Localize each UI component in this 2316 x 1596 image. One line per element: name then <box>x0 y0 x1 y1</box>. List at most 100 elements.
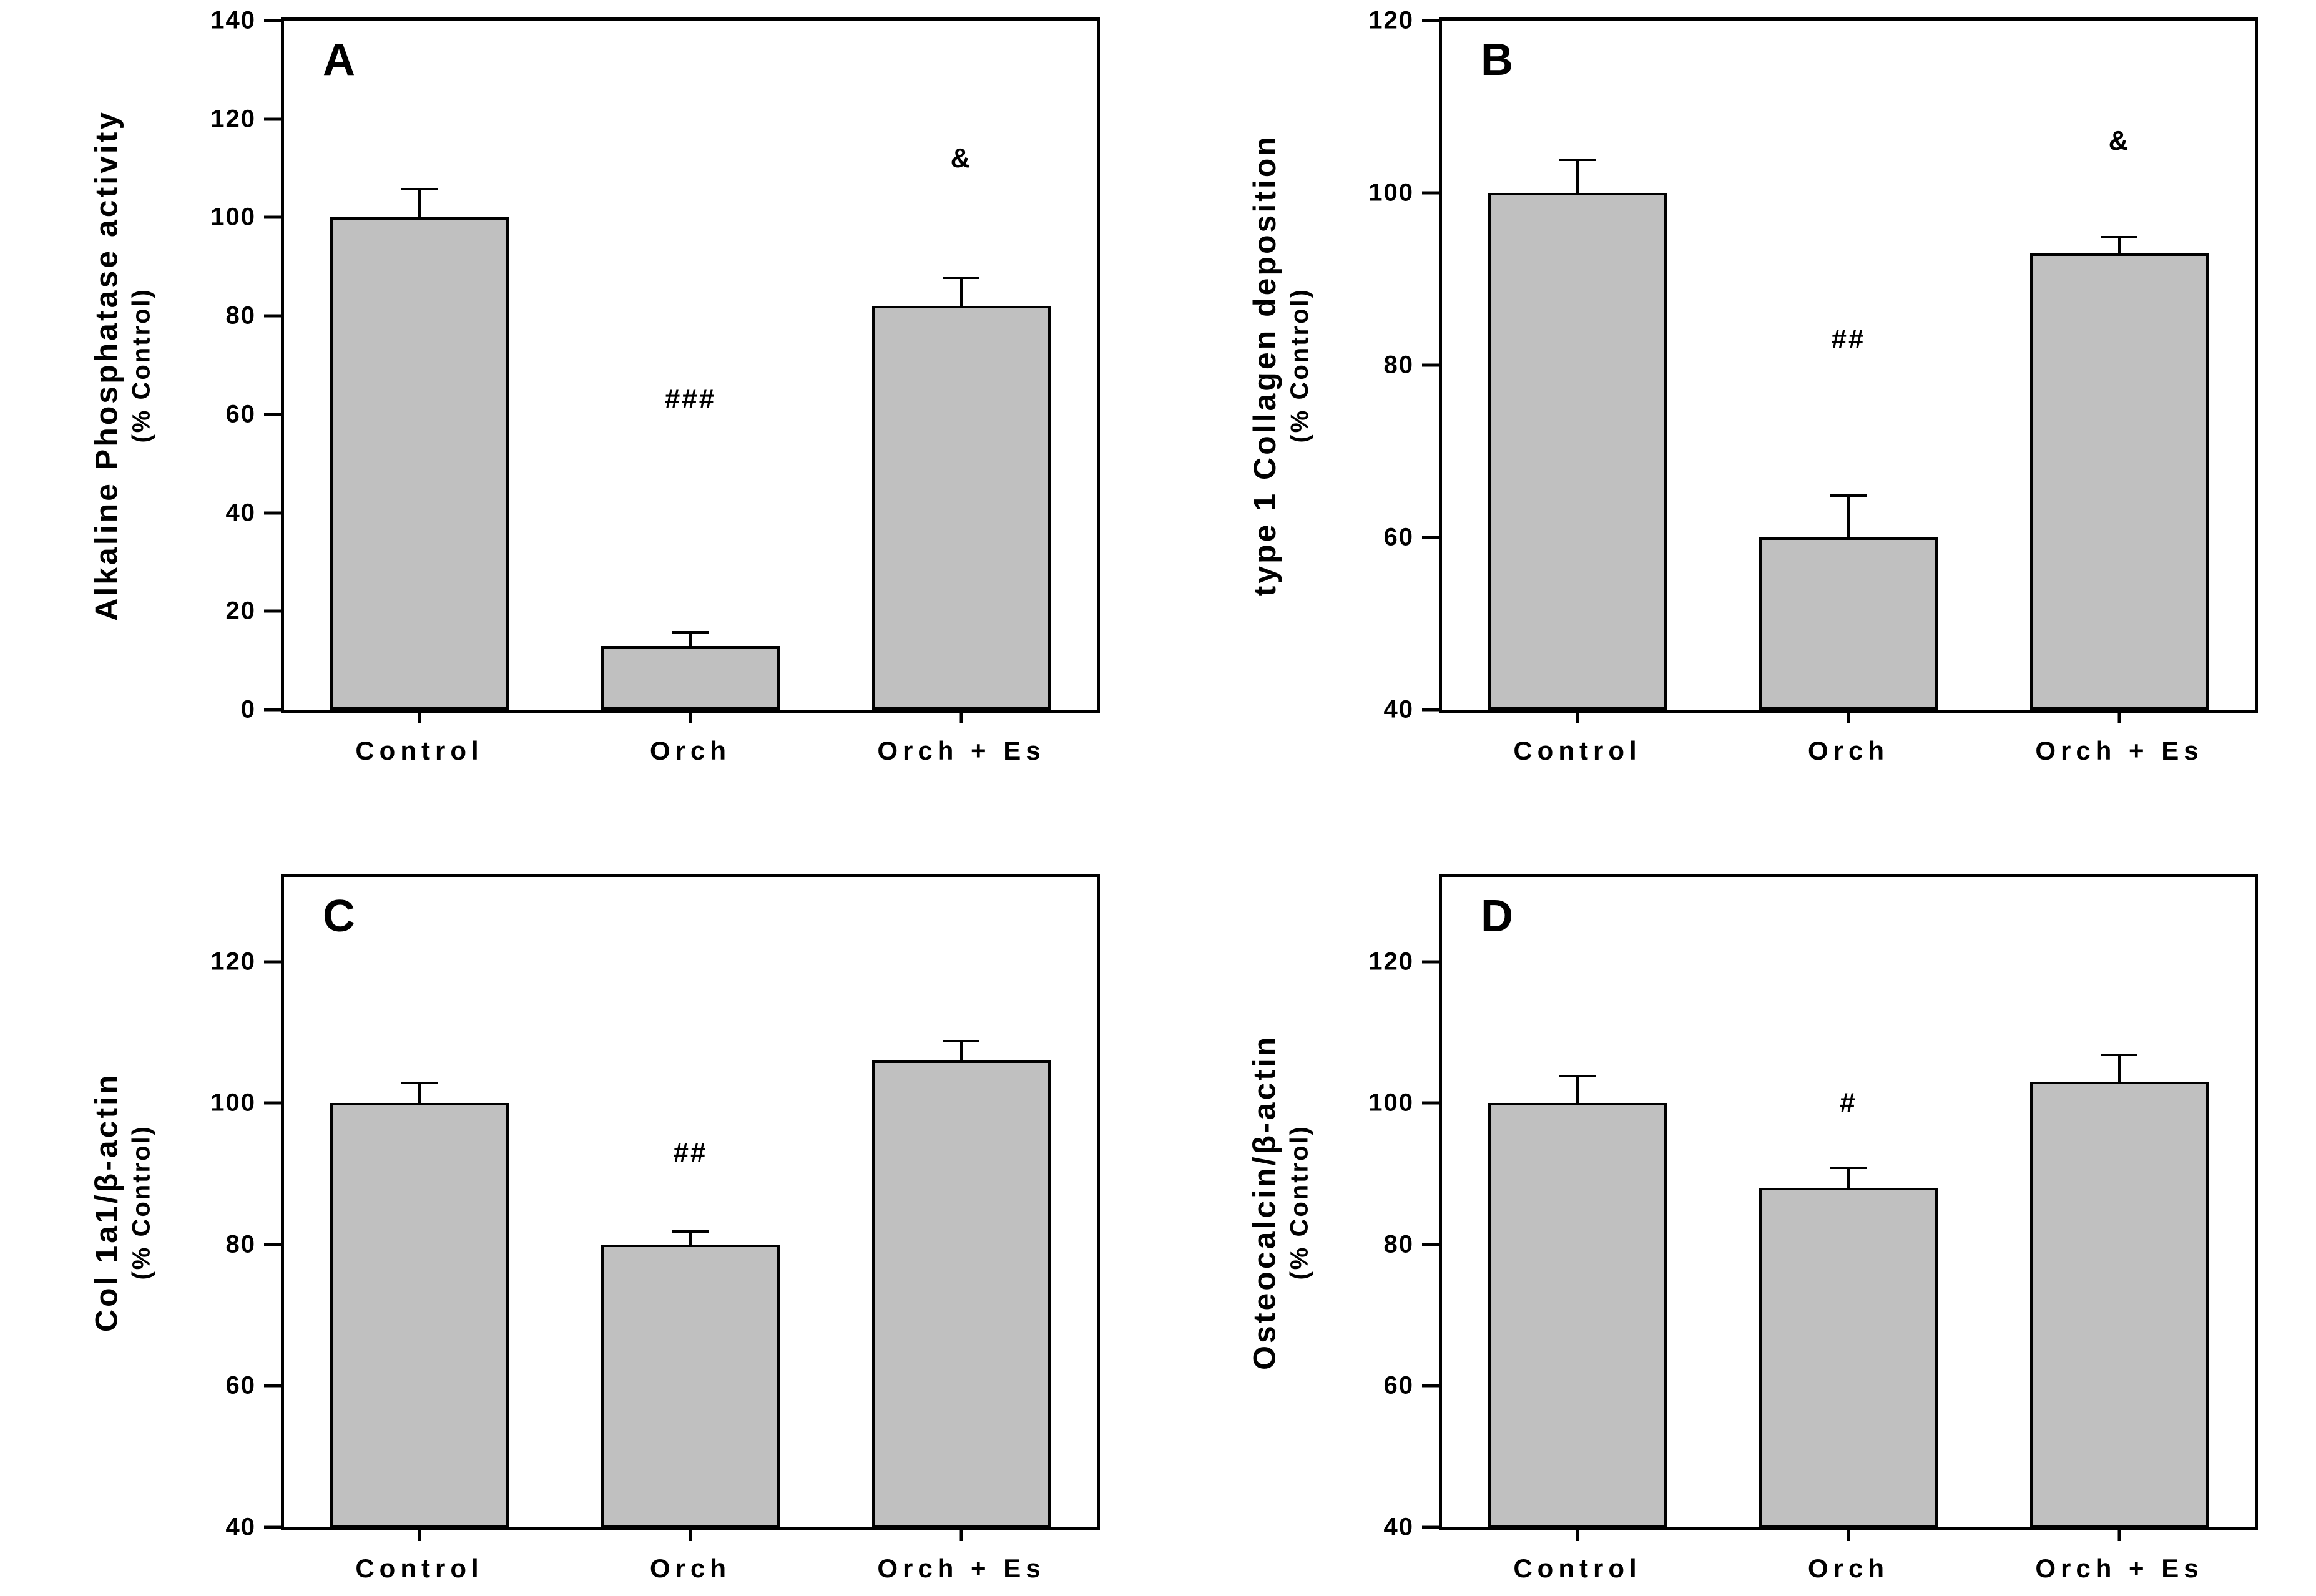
y-tick-label: 100 <box>1368 1089 1414 1117</box>
y-tick-label: 120 <box>1368 6 1414 34</box>
y-tick-label: 60 <box>225 400 256 428</box>
y-tick-label: 60 <box>1383 523 1414 551</box>
error-bar-orch-es <box>2101 1054 2137 1082</box>
x-tick <box>1847 710 1850 723</box>
significance-annotation: ## <box>1831 323 1866 355</box>
y-tick-label: 40 <box>225 1513 256 1541</box>
y-tick-label: 40 <box>1383 695 1414 723</box>
y-axis-title-text: type 1 Collagen deposition <box>1247 134 1282 597</box>
error-bar-stem <box>1847 494 1850 537</box>
panel-c: Col 1a1/β-actin (% Control) C 40 60 80 100 1… <box>0 798 1158 1596</box>
error-bar-cap <box>2101 236 2137 239</box>
y-tick-label: 40 <box>1383 1513 1414 1541</box>
error-bar-stem <box>1847 1167 1850 1188</box>
x-tick <box>1576 710 1579 723</box>
error-bar-cap <box>672 630 709 634</box>
y-tick-label: 80 <box>225 1230 256 1258</box>
error-bar-cap <box>401 188 438 191</box>
y-tick <box>264 215 281 219</box>
x-category-label-control: Control <box>1513 736 1642 765</box>
panel-letter-d: D <box>1481 891 1514 941</box>
y-tick-label: 40 <box>225 499 256 527</box>
error-bar-orch-es <box>943 1039 979 1061</box>
error-bar-stem <box>418 188 421 218</box>
x-tick <box>959 1527 963 1541</box>
error-bar-stem <box>2117 1054 2121 1082</box>
y-axis-title-text: Osteocalcin/β-actin <box>1247 1034 1282 1370</box>
error-bar-cap <box>1559 158 1596 161</box>
plot-area-b: B 40 60 80 100 120 Control Orch Orch + Es ## & <box>1368 7 2258 765</box>
y-tick <box>264 708 281 712</box>
significance-annotation: & <box>2108 125 2131 157</box>
y-axis-title-text: Alkaline Phosphatase activity <box>89 109 124 621</box>
bar-control <box>330 217 509 710</box>
error-bar-cap <box>943 1039 979 1042</box>
error-bar-stem <box>1576 1075 1579 1104</box>
panel-letter-b: B <box>1481 35 1514 85</box>
error-bar-stem <box>689 1230 692 1245</box>
y-tick-label: 100 <box>1368 179 1414 207</box>
y-axis-subtitle-text: (% Control) <box>127 287 155 443</box>
panel-letter-c: C <box>323 891 356 941</box>
y-tick-label: 100 <box>210 203 256 231</box>
y-tick <box>264 1384 281 1388</box>
y-axis-subtitle-text: (% Control) <box>127 1124 155 1280</box>
y-tick-label: 20 <box>225 597 256 625</box>
x-category-label-orch: Orch <box>1807 1554 1890 1583</box>
y-tick-label: 120 <box>210 947 256 976</box>
y-tick <box>1422 1243 1439 1246</box>
panel-letter-a: A <box>323 35 356 85</box>
y-tick <box>1422 708 1439 712</box>
y-tick <box>264 1101 281 1105</box>
plot-area-c: C 40 60 80 100 120 Control Orch Orch + Es ## <box>210 874 1100 1583</box>
y-tick-label: 80 <box>1383 351 1414 379</box>
significance-annotation: ### <box>664 384 717 415</box>
y-tick-label: 80 <box>1383 1230 1414 1258</box>
error-bar-stem <box>418 1082 421 1104</box>
y-tick <box>264 413 281 416</box>
x-tick <box>2117 1527 2121 1541</box>
error-bar-cap <box>1830 494 1867 497</box>
x-category-label-orch-es: Orch + Es <box>2035 736 2204 765</box>
error-bar-stem <box>959 277 963 306</box>
y-tick <box>264 511 281 515</box>
plot-area-d: D 40 60 80 100 120 Control Orch Orch + Es # <box>1368 874 2258 1583</box>
error-bar-orch <box>1830 494 1867 537</box>
x-tick <box>689 710 692 723</box>
error-bar-stem <box>2117 236 2121 253</box>
x-category-label-orch: Orch <box>649 1554 732 1583</box>
x-tick <box>418 710 421 723</box>
error-bar-stem <box>1576 158 1579 193</box>
x-category-label-orch: Orch <box>649 736 732 765</box>
y-axis-subtitle-text: (% Control) <box>1285 287 1313 443</box>
y-axis-title-text: Col 1a1/β-actin <box>89 1072 124 1332</box>
error-bar-stem <box>959 1039 963 1061</box>
x-category-label-control: Control <box>355 736 484 765</box>
y-tick-label: 60 <box>1383 1371 1414 1399</box>
error-bar-cap <box>401 1082 438 1085</box>
y-tick <box>1422 363 1439 367</box>
x-category-label-orch-es: Orch + Es <box>2035 1554 2204 1583</box>
bar-orch-es <box>871 1060 1051 1527</box>
bar-orch <box>601 645 780 710</box>
x-tick <box>1576 1527 1579 1541</box>
bar-control <box>1488 1103 1667 1527</box>
y-tick-label: 80 <box>225 301 256 330</box>
y-tick-label: 140 <box>210 6 256 34</box>
bar-control <box>330 1103 509 1527</box>
plot-area-a: A 0 20 40 60 80 100 120 140 Control Orch Orch + Es… <box>210 7 1100 765</box>
error-bar-cap <box>2101 1054 2137 1057</box>
y-tick <box>1422 960 1439 964</box>
error-bar-control <box>401 188 438 218</box>
y-tick <box>1422 1525 1439 1529</box>
x-category-label-orch-es: Orch + Es <box>877 736 1046 765</box>
significance-annotation: ## <box>673 1137 708 1168</box>
error-bar-orch-es <box>2101 236 2137 253</box>
error-bar-cap <box>1559 1075 1596 1078</box>
y-tick-label: 100 <box>210 1089 256 1117</box>
y-tick <box>264 117 281 121</box>
y-tick <box>1422 191 1439 195</box>
x-tick <box>1847 1527 1850 1541</box>
x-category-label-orch: Orch <box>1807 736 1890 765</box>
